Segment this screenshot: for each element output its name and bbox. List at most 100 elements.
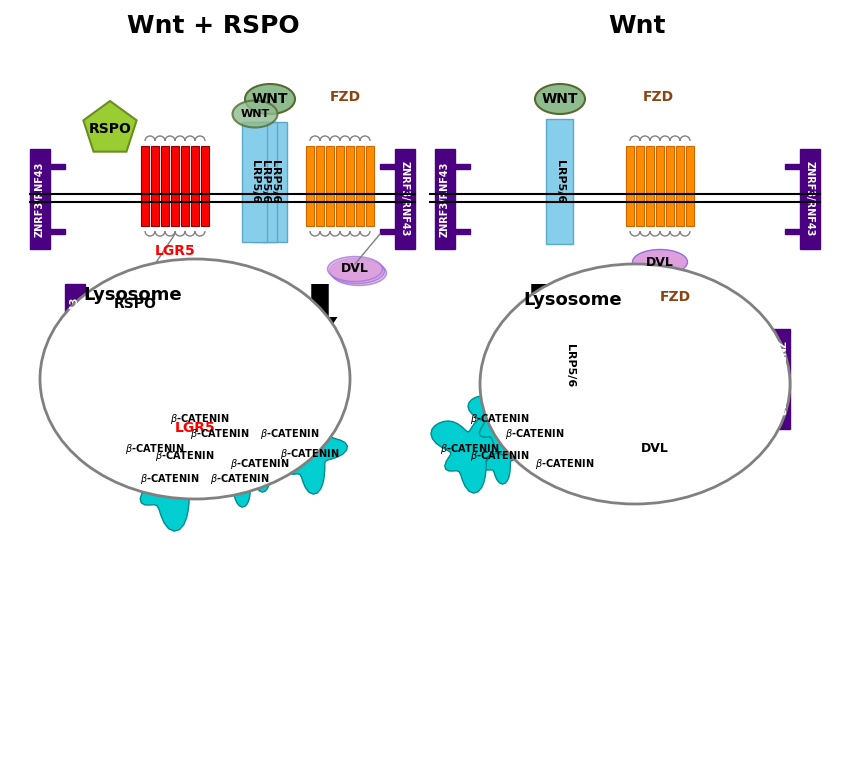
Ellipse shape bbox=[332, 261, 387, 286]
FancyBboxPatch shape bbox=[641, 331, 649, 411]
Polygon shape bbox=[109, 410, 203, 502]
Text: $\beta$-CATENIN: $\beta$-CATENIN bbox=[536, 457, 595, 471]
Polygon shape bbox=[540, 443, 591, 492]
Ellipse shape bbox=[233, 101, 277, 128]
Polygon shape bbox=[235, 443, 286, 492]
Text: $\beta$-CATENIN: $\beta$-CATENIN bbox=[190, 427, 250, 441]
FancyBboxPatch shape bbox=[191, 146, 199, 226]
Text: LRP5/6: LRP5/6 bbox=[565, 344, 575, 388]
FancyBboxPatch shape bbox=[686, 146, 694, 226]
FancyBboxPatch shape bbox=[621, 331, 629, 411]
Text: DVL: DVL bbox=[646, 255, 674, 269]
Text: LRP5/6: LRP5/6 bbox=[555, 160, 565, 203]
Polygon shape bbox=[275, 424, 348, 494]
Text: ZNRF3/RNF43: ZNRF3/RNF43 bbox=[805, 161, 815, 237]
Text: Lysosome: Lysosome bbox=[83, 286, 182, 304]
Text: FZD: FZD bbox=[330, 90, 361, 104]
Text: ZNRF3/RNF43: ZNRF3/RNF43 bbox=[400, 161, 410, 237]
FancyBboxPatch shape bbox=[632, 331, 638, 411]
Polygon shape bbox=[303, 284, 337, 344]
Text: $\beta$-CATENIN: $\beta$-CATENIN bbox=[440, 442, 500, 456]
FancyBboxPatch shape bbox=[661, 331, 669, 411]
Text: DVL: DVL bbox=[341, 262, 369, 276]
Text: $\beta$-CATENIN: $\beta$-CATENIN bbox=[280, 447, 340, 461]
Ellipse shape bbox=[535, 84, 585, 114]
FancyBboxPatch shape bbox=[201, 328, 207, 403]
Polygon shape bbox=[523, 284, 558, 344]
Polygon shape bbox=[431, 416, 511, 493]
Text: LGR5: LGR5 bbox=[174, 422, 215, 436]
Text: ZNRF3/RNF43: ZNRF3/RNF43 bbox=[440, 161, 450, 237]
FancyBboxPatch shape bbox=[181, 146, 189, 226]
Ellipse shape bbox=[627, 437, 683, 461]
FancyBboxPatch shape bbox=[557, 301, 583, 431]
FancyBboxPatch shape bbox=[666, 146, 674, 226]
FancyBboxPatch shape bbox=[201, 146, 209, 226]
Text: Wnt + RSPO: Wnt + RSPO bbox=[127, 14, 299, 38]
Polygon shape bbox=[785, 149, 820, 249]
Text: $\beta$-CATENIN: $\beta$-CATENIN bbox=[125, 442, 184, 456]
Text: WNT: WNT bbox=[241, 109, 269, 119]
Text: LRP5/6: LRP5/6 bbox=[270, 160, 280, 204]
Text: $\beta$-CATENIN: $\beta$-CATENIN bbox=[156, 449, 215, 463]
FancyBboxPatch shape bbox=[151, 146, 159, 226]
Polygon shape bbox=[475, 435, 526, 484]
Text: $\beta$-CATENIN: $\beta$-CATENIN bbox=[230, 457, 290, 471]
Polygon shape bbox=[83, 101, 137, 152]
FancyBboxPatch shape bbox=[141, 146, 149, 226]
FancyBboxPatch shape bbox=[547, 119, 574, 244]
Polygon shape bbox=[380, 149, 415, 249]
Polygon shape bbox=[160, 435, 211, 484]
FancyBboxPatch shape bbox=[681, 331, 688, 411]
Ellipse shape bbox=[40, 259, 350, 499]
FancyBboxPatch shape bbox=[316, 146, 324, 226]
FancyBboxPatch shape bbox=[346, 146, 354, 226]
Polygon shape bbox=[254, 404, 327, 474]
Text: $\beta$-CATENIN: $\beta$-CATENIN bbox=[470, 449, 530, 463]
Ellipse shape bbox=[330, 259, 384, 283]
FancyBboxPatch shape bbox=[306, 146, 314, 226]
Text: $\beta$-CATENIN: $\beta$-CATENIN bbox=[140, 472, 200, 486]
Text: FZD: FZD bbox=[643, 90, 674, 104]
Polygon shape bbox=[435, 149, 470, 249]
FancyBboxPatch shape bbox=[356, 146, 364, 226]
Text: ZNRF3/RNF43: ZNRF3/RNF43 bbox=[775, 341, 785, 416]
Polygon shape bbox=[755, 329, 790, 429]
Polygon shape bbox=[468, 392, 534, 455]
FancyBboxPatch shape bbox=[219, 328, 226, 403]
FancyBboxPatch shape bbox=[656, 146, 664, 226]
Ellipse shape bbox=[632, 249, 688, 275]
Text: ZNRF3/RNF43: ZNRF3/RNF43 bbox=[35, 161, 45, 237]
FancyBboxPatch shape bbox=[263, 122, 287, 242]
FancyBboxPatch shape bbox=[173, 328, 180, 403]
Text: RSPO: RSPO bbox=[88, 122, 132, 136]
Polygon shape bbox=[184, 404, 258, 474]
FancyBboxPatch shape bbox=[171, 146, 179, 226]
FancyBboxPatch shape bbox=[182, 328, 190, 403]
Text: DVL: DVL bbox=[641, 443, 669, 456]
FancyBboxPatch shape bbox=[242, 122, 268, 242]
FancyBboxPatch shape bbox=[210, 328, 217, 403]
FancyBboxPatch shape bbox=[646, 146, 654, 226]
Polygon shape bbox=[65, 284, 100, 384]
Ellipse shape bbox=[245, 84, 295, 114]
FancyBboxPatch shape bbox=[161, 146, 169, 226]
Text: LRP5/6: LRP5/6 bbox=[260, 160, 270, 204]
Polygon shape bbox=[503, 407, 569, 470]
FancyBboxPatch shape bbox=[326, 146, 334, 226]
Text: $\beta$-CATENIN: $\beta$-CATENIN bbox=[470, 412, 530, 426]
Text: $\beta$-CATENIN: $\beta$-CATENIN bbox=[260, 427, 320, 441]
FancyBboxPatch shape bbox=[637, 146, 643, 226]
Text: $\beta$-CATENIN: $\beta$-CATENIN bbox=[170, 412, 230, 426]
FancyBboxPatch shape bbox=[252, 122, 277, 242]
FancyBboxPatch shape bbox=[164, 328, 171, 403]
Ellipse shape bbox=[327, 256, 382, 282]
FancyBboxPatch shape bbox=[191, 328, 199, 403]
FancyBboxPatch shape bbox=[626, 146, 634, 226]
Text: ZNRF3/RNF43: ZNRF3/RNF43 bbox=[70, 296, 80, 372]
Text: $\beta$-CATENIN: $\beta$-CATENIN bbox=[505, 427, 564, 441]
Text: WNT: WNT bbox=[252, 92, 288, 106]
Text: FZD: FZD bbox=[660, 290, 691, 304]
Polygon shape bbox=[108, 276, 162, 327]
Text: Wnt: Wnt bbox=[609, 14, 666, 38]
